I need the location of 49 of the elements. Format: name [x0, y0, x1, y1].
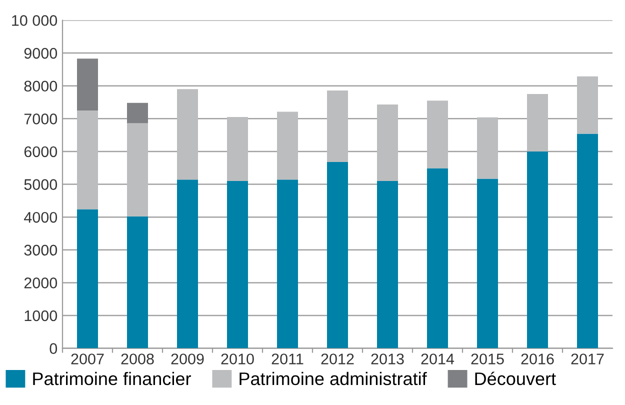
legend-label: Découvert	[475, 372, 556, 386]
x-tick-label: 2009	[171, 354, 204, 364]
bar	[477, 117, 498, 179]
bar	[177, 89, 198, 180]
bar	[127, 216, 148, 348]
x-tick-label: 2007	[71, 354, 104, 364]
y-tick-label: 8000	[24, 80, 58, 92]
bar	[377, 180, 398, 348]
x-tick-label: 2013	[371, 354, 404, 364]
y-tick-label: 9000	[24, 48, 58, 59]
bar	[77, 110, 98, 210]
bar	[527, 151, 548, 348]
y-tick-label: 5000	[24, 179, 58, 190]
bar	[127, 102, 148, 124]
x-tick-label: 2008	[121, 354, 154, 364]
y-tick-label: 4000	[24, 212, 58, 223]
y-tick-label: 6000	[24, 146, 58, 158]
bar	[127, 123, 148, 216]
bar	[577, 134, 598, 348]
x-tick-label: 2014	[421, 354, 454, 364]
x-tick-label: 2016	[521, 354, 554, 364]
x-tick-label: 2011	[272, 354, 304, 364]
x-tick-label: 2012	[321, 354, 354, 364]
y-tick-label: 1000	[24, 310, 58, 322]
bar	[177, 180, 198, 348]
legend-label: Patrimoine administratif	[240, 372, 427, 386]
bar	[327, 90, 348, 162]
x-tick-label: 2017	[571, 354, 604, 364]
bar	[377, 104, 398, 181]
y-tick-label: 10 000	[12, 15, 58, 26]
x-tick-label: 2010	[221, 354, 254, 364]
bar	[427, 168, 448, 348]
bar	[277, 112, 298, 180]
bar	[327, 162, 348, 348]
y-tick-label: 0	[50, 343, 58, 354]
bar	[277, 180, 298, 348]
x-tick-label: 2015	[471, 354, 504, 364]
bar	[577, 76, 598, 134]
bar	[77, 209, 98, 348]
bar	[427, 100, 448, 168]
bar	[227, 180, 248, 348]
legend-label: Patrimoine financier	[33, 372, 191, 386]
y-tick-label: 3000	[24, 244, 58, 256]
y-tick-label: 2000	[24, 278, 58, 288]
bar	[527, 94, 548, 152]
bar	[227, 117, 248, 181]
y-tick-label: 7000	[24, 114, 58, 124]
bar	[77, 58, 98, 110]
bar	[477, 178, 498, 348]
